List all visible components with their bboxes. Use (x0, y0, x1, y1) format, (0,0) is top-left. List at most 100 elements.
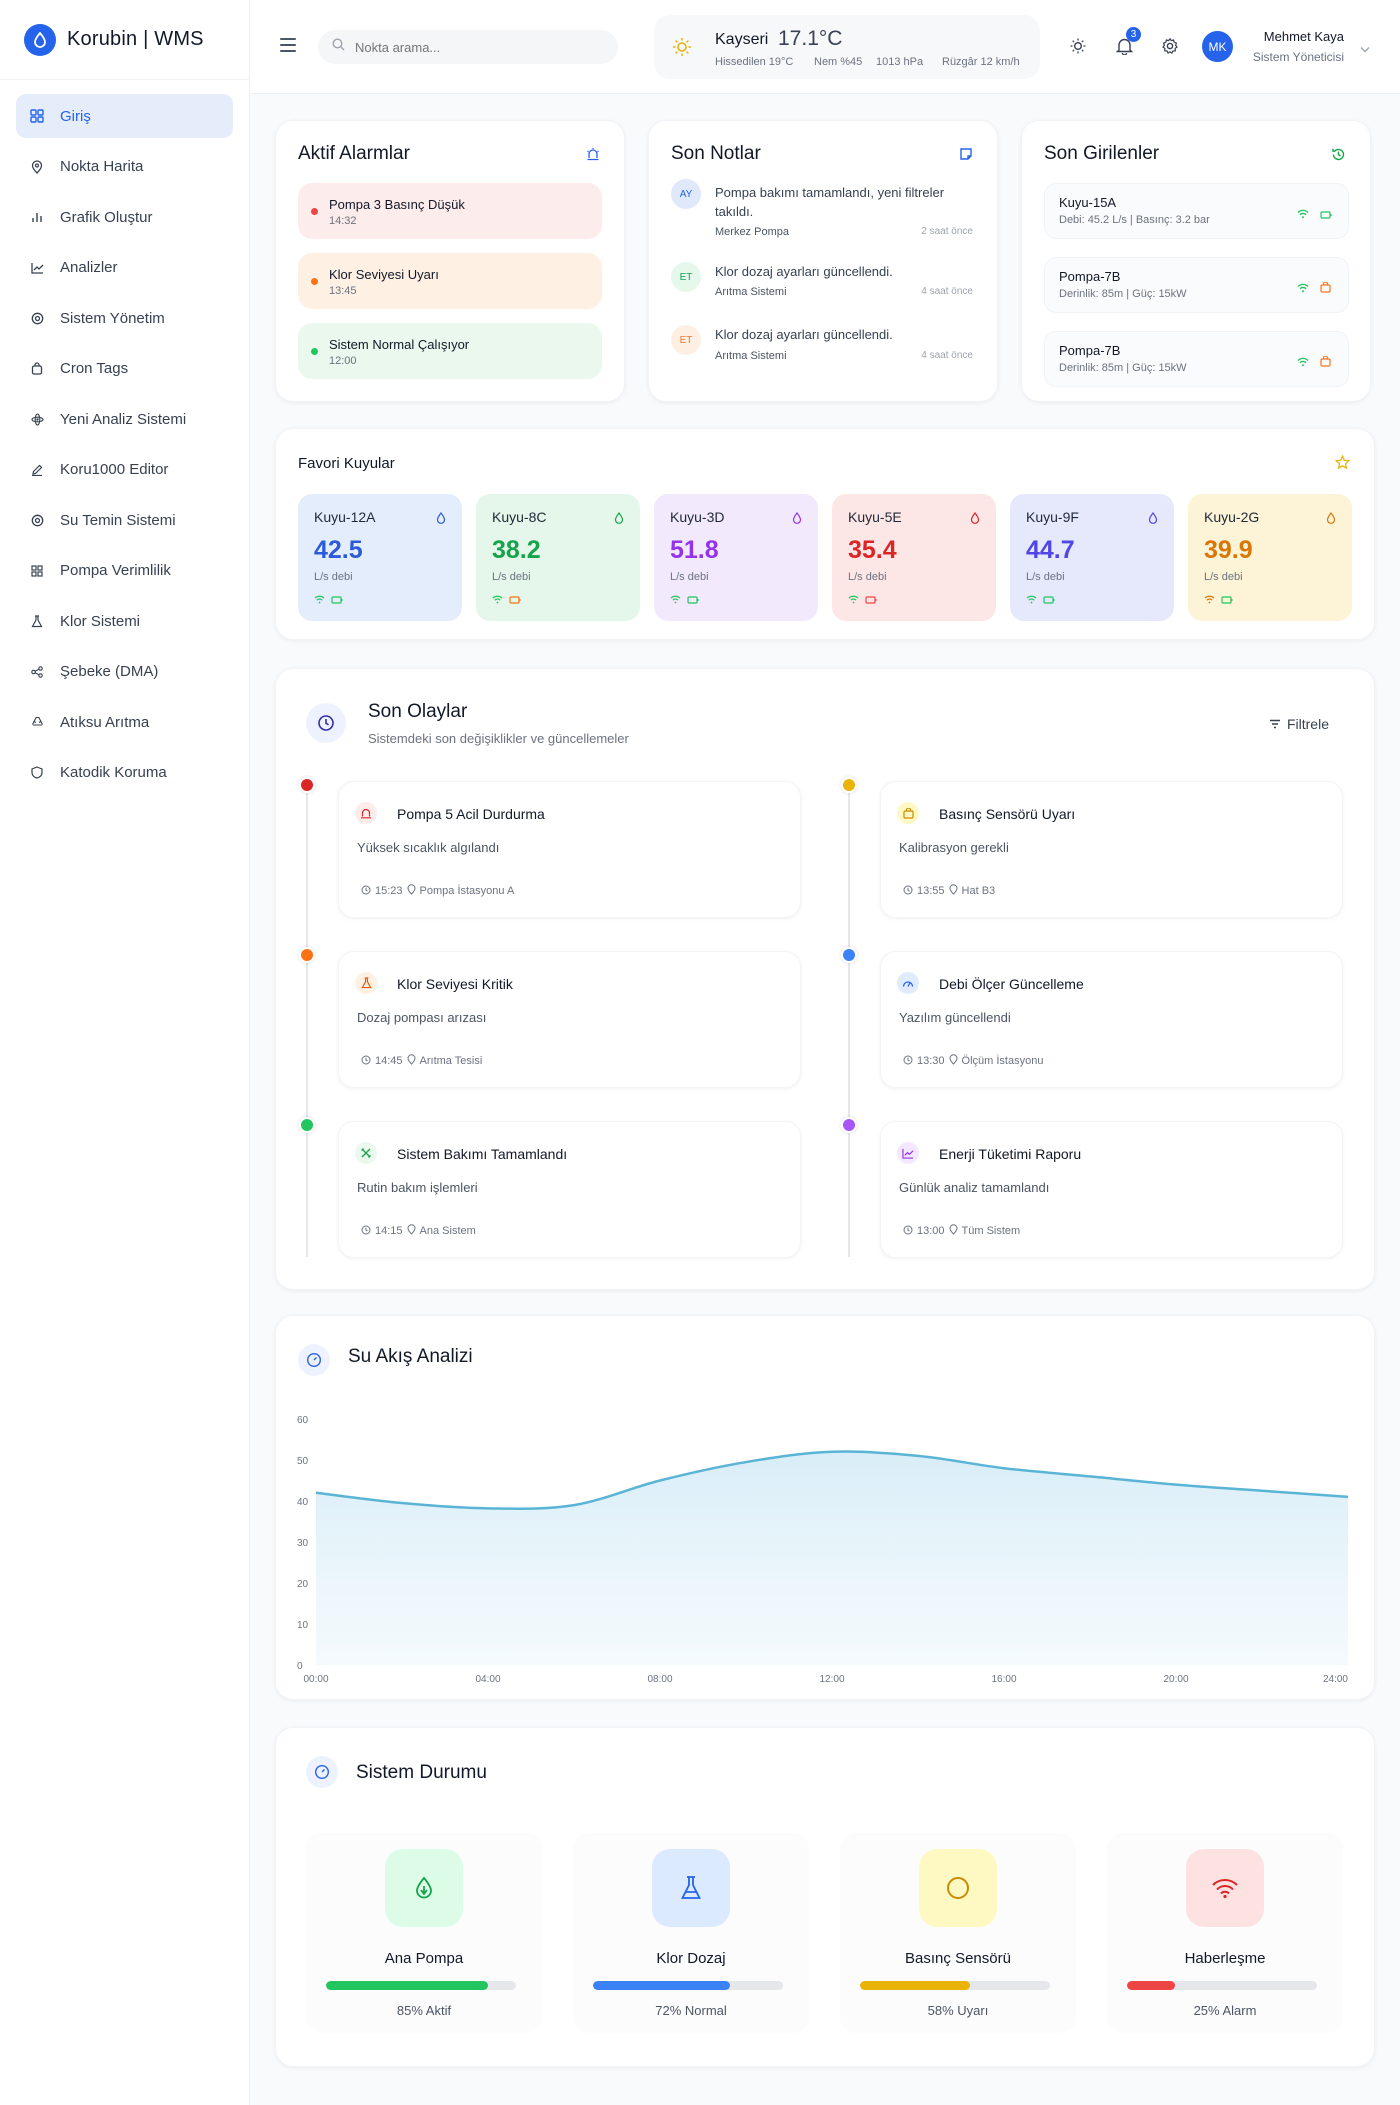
status-dot (311, 208, 318, 215)
event-place: Ölçüm İstasyonu (961, 1055, 1044, 1067)
siren-icon[interactable] (586, 147, 600, 166)
well-value: 44.7 (1026, 536, 1075, 564)
well-card[interactable]: Kuyu-9F 44.7 L/s debi (1010, 494, 1174, 621)
sidebar-item-atiksu-aritma[interactable]: Atıksu Arıtma (16, 700, 233, 744)
weather-city: Kayseri (715, 31, 769, 48)
timeline-line (306, 787, 308, 1257)
events-title: Son Olaylar (368, 701, 468, 722)
bell-icon[interactable]: 3 (1114, 27, 1141, 56)
well-card[interactable]: Kuyu-2G 39.9 L/s debi (1188, 494, 1352, 621)
battery-icon (865, 591, 877, 609)
status-name: Ana Pompa (384, 1950, 464, 1967)
well-value: 38.2 (492, 536, 541, 564)
event-card[interactable]: Basınç Sensörü Uyarı Kalibrasyon gerekli… (880, 781, 1343, 918)
theme-toggle-icon[interactable] (1068, 36, 1088, 56)
status-item-klor-dozaj[interactable]: Klor Dozaj 72% Normal (573, 1833, 809, 2033)
x-tick-label: 20:00 (1163, 1674, 1188, 1685)
notification-badge: 3 (1126, 27, 1141, 42)
user-name[interactable]: Mehmet Kaya (1263, 29, 1344, 44)
status-item-haberlesme[interactable]: Haberleşme 25% Alarm (1107, 1833, 1343, 2033)
sidebar-item-katodik-koruma[interactable]: Katodik Koruma (16, 751, 233, 795)
sidebar-item-sistem-yonetim[interactable]: Sistem Yönetim (16, 296, 233, 340)
status-item-ana-pompa[interactable]: Ana Pompa 85% Aktif (306, 1833, 542, 2033)
timeline-dot (841, 777, 857, 793)
sidebar-item-label: Su Temin Sistemi (60, 511, 176, 529)
well-card[interactable]: Kuyu-8C 38.2 L/s debi (476, 494, 640, 621)
event-desc: Dozaj pompası arızası (357, 1010, 487, 1025)
status-item-basinc-sensoru[interactable]: Basınç Sensörü 58% Uyarı (840, 1833, 1076, 2033)
sidebar-item-su-temin[interactable]: Su Temin Sistemi (16, 498, 233, 542)
chart-series-line (315, 1450, 1349, 1510)
battery-icon (1043, 591, 1055, 609)
note-text[interactable]: Klor dozaj ayarları güncellendi. (715, 264, 893, 279)
well-name: Kuyu-9F (1026, 509, 1079, 525)
wifi-icon (670, 591, 681, 609)
alarm-time: 13:45 (329, 285, 357, 297)
star-icon[interactable] (1334, 454, 1351, 475)
note-text[interactable]: Pompa bakımı tamamlandı, yeni filtreler … (715, 185, 945, 219)
history-icon[interactable] (1331, 147, 1346, 167)
note-avatar: AY (671, 179, 701, 209)
event-card[interactable]: Pompa 5 Acil Durdurma Yüksek sıcaklık al… (338, 781, 801, 918)
filter-button[interactable]: Filtrele (1269, 716, 1329, 732)
event-card[interactable]: Enerji Tüketimi Raporu Günlük analiz tam… (880, 1121, 1343, 1258)
avatar[interactable]: MK (1202, 31, 1233, 62)
sidebar-item-sebeke-dma[interactable]: Şebeke (DMA) (16, 650, 233, 694)
alarm-item[interactable]: Pompa 3 Basınç Düşük 14:32 (298, 183, 602, 239)
y-tick-label: 60 (297, 1415, 309, 1426)
alarm-time: 14:32 (329, 215, 357, 227)
entry-item[interactable]: Pompa-7B Derinlik: 85m | Güç: 15kW (1044, 257, 1349, 313)
y-tick-label: 20 (297, 1579, 309, 1590)
entry-item[interactable]: Pompa-7B Derinlik: 85m | Güç: 15kW (1044, 331, 1349, 387)
event-card[interactable]: Klor Seviyesi Kritik Dozaj pompası arıza… (338, 951, 801, 1088)
battery-icon (331, 591, 343, 609)
alarm-item[interactable]: Sistem Normal Çalışıyor 12:00 (298, 323, 602, 379)
event-title: Sistem Bakımı Tamamlandı (397, 1146, 568, 1162)
gear-icon[interactable] (1160, 36, 1180, 56)
timeline-dot (299, 1117, 315, 1133)
brand[interactable]: Korubin | WMS (0, 0, 249, 80)
recent-notes-card: Son Notlar AY Pompa bakımı tamamlandı, y… (648, 120, 998, 402)
well-name: Kuyu-3D (670, 509, 725, 525)
well-card[interactable]: Kuyu-12A 42.5 L/s debi (298, 494, 462, 621)
search-box[interactable] (318, 30, 618, 64)
sidebar-item-klor-sistemi[interactable]: Klor Sistemi (16, 599, 233, 643)
entry-item[interactable]: Kuyu-15A Debi: 45.2 L/s | Basınç: 3.2 ba… (1044, 183, 1349, 239)
sidebar-item-analizler[interactable]: Analizler (16, 246, 233, 290)
well-card[interactable]: Kuyu-3D 51.8 L/s debi (654, 494, 818, 621)
wifi-icon (492, 591, 503, 609)
event-card[interactable]: Debi Ölçer Güncelleme Yazılım güncellend… (880, 951, 1343, 1088)
status-value: 72% Normal (655, 2003, 727, 2018)
sidebar-item-grafik-olustur[interactable]: Grafik Oluştur (16, 195, 233, 239)
alarm-title: Sistem Normal Çalışıyor (329, 337, 470, 352)
event-title: Debi Ölçer Güncelleme (939, 976, 1084, 992)
sidebar-item-label: Katodik Koruma (60, 764, 167, 781)
y-tick-label: 40 (297, 1497, 309, 1508)
well-value: 39.9 (1204, 536, 1253, 564)
sidebar-item-giris[interactable]: Giriş (16, 94, 233, 138)
sidebar-item-nokta-harita[interactable]: Nokta Harita (16, 145, 233, 189)
chevron-down-icon[interactable] (1360, 40, 1370, 58)
event-card[interactable]: Sistem Bakımı Tamamlandı Rutin bakım işl… (338, 1121, 801, 1258)
map-pin-icon (949, 1054, 958, 1068)
weather-widget[interactable]: Kayseri 17.1°C Hissedilen 19°C Nem %45 1… (654, 15, 1040, 79)
status-value: 85% Aktif (396, 2003, 452, 2018)
sidebar-item-cron-tags[interactable]: Cron Tags (16, 347, 233, 391)
sidebar-item-koru1000-editor[interactable]: Koru1000 Editor (16, 448, 233, 492)
alarm-item[interactable]: Klor Seviyesi Uyarı 13:45 (298, 253, 602, 309)
progress-fill (1127, 1981, 1175, 1990)
status-title: Sistem Durumu (356, 1762, 487, 1783)
note-icon[interactable] (959, 147, 973, 166)
well-card[interactable]: Kuyu-5E 35.4 L/s debi (832, 494, 996, 621)
line-chart-icon (30, 261, 44, 275)
events-subtitle: Sistemdeki son değişiklikler ve güncelle… (368, 731, 629, 746)
sidebar-item-pompa-verimlilik[interactable]: Pompa Verimlilik (16, 549, 233, 593)
menu-icon[interactable] (280, 38, 296, 52)
y-tick-label: 30 (297, 1538, 309, 1549)
clock-icon (903, 885, 913, 898)
note-text[interactable]: Klor dozaj ayarları güncellendi. (715, 327, 893, 342)
status-name: Basınç Sensörü (905, 1950, 1011, 1967)
search-input[interactable] (355, 39, 595, 55)
sidebar-item-yeni-analiz[interactable]: Yeni Analiz Sistemi (16, 397, 233, 441)
well-unit: L/s debi (314, 571, 353, 583)
